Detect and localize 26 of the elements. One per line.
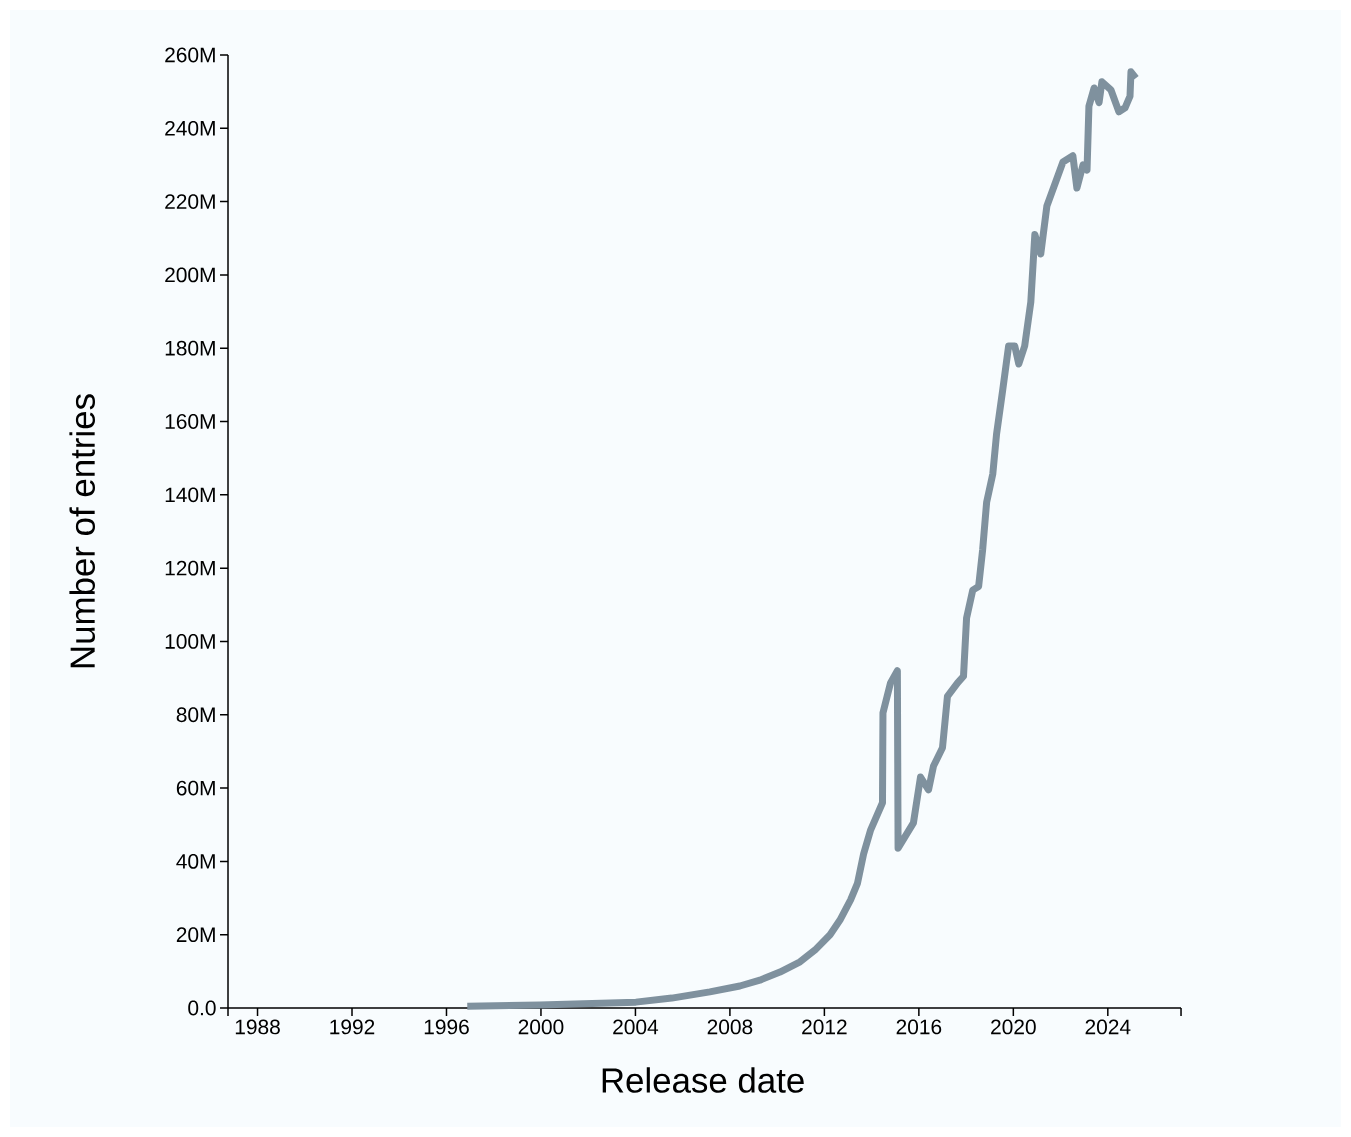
x-tick-label: 2012 — [802, 1019, 847, 1035]
x-tick-label: 2024 — [1085, 1019, 1131, 1035]
x-tick-label: 2020 — [991, 1019, 1036, 1035]
x-tick-label: 2000 — [518, 1019, 564, 1035]
y-tick-label: 180M — [165, 340, 215, 356]
x-tick-label: 1992 — [330, 1019, 375, 1035]
x-tick-label: 2008 — [707, 1019, 753, 1035]
y-tick-label: 100M — [165, 634, 215, 649]
y-axis-title: Number of entries — [69, 394, 95, 668]
x-tick-label: 2004 — [613, 1019, 659, 1035]
y-tick-label: 260M — [165, 47, 215, 63]
y-tick-label: 200M — [165, 267, 215, 283]
y-tick-label: 240M — [165, 120, 215, 136]
x-axis-title: Release date — [602, 1067, 804, 1093]
y-tick-label: 20M — [176, 927, 215, 943]
x-tick-label: 1996 — [424, 1019, 469, 1035]
y-tick-label: 140M — [165, 487, 215, 503]
y-tick-label: 40M — [176, 853, 215, 869]
y-tick-label: 160M — [165, 414, 215, 429]
y-tick-label: 80M — [176, 707, 215, 723]
y-tick-label: 60M — [176, 780, 215, 796]
y-tick-label: 0.0 — [188, 1000, 216, 1016]
x-tick-label: 2016 — [896, 1019, 942, 1035]
y-tick-label: 120M — [165, 560, 215, 576]
x-tick-label: 1988 — [235, 1019, 280, 1035]
y-tick-label: 220M — [165, 194, 215, 209]
